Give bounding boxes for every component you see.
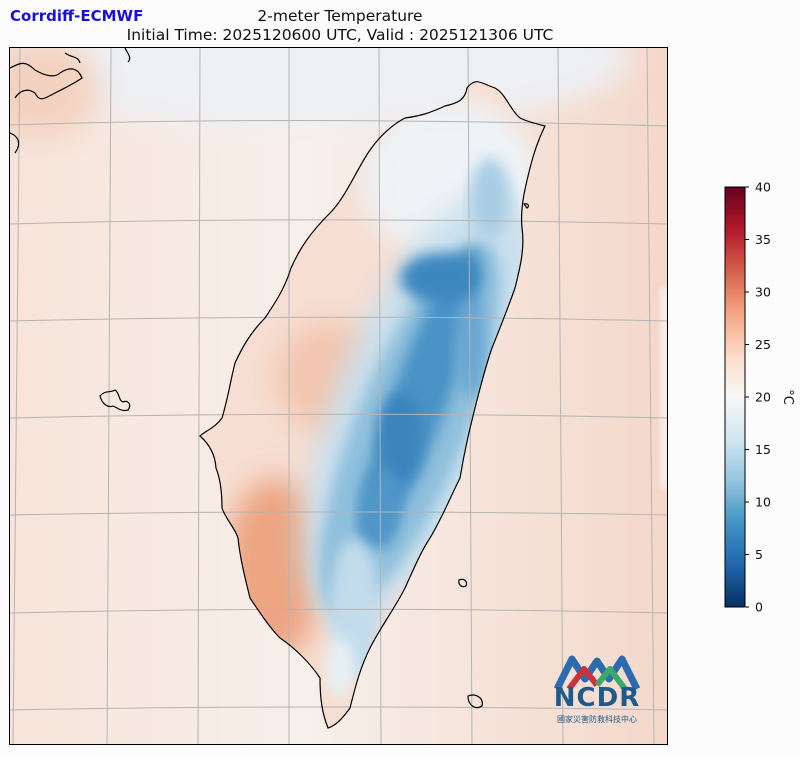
guishan-island <box>522 203 530 209</box>
ncdr-logo-text: NCDR <box>553 683 641 713</box>
colorbar-ticks: 0 5 10 15 20 25 30 35 40 <box>745 180 771 615</box>
colorbar-unit-label: °C <box>780 389 795 405</box>
colorbar-tick-label: 10 <box>755 495 771 510</box>
east-edge-pale-strip <box>660 288 667 488</box>
penghu-islands <box>99 389 131 412</box>
colorbar-tick-label: 0 <box>755 600 763 615</box>
ncdr-logo-subtext: 國家災害防救科技中心 <box>557 715 637 724</box>
gridlines <box>10 48 667 744</box>
coastlines <box>10 48 546 729</box>
colorbar-tick-label: 20 <box>755 390 771 405</box>
colorbar-tick-label: 5 <box>755 547 763 562</box>
colorbar-tick-label: 25 <box>755 337 771 352</box>
colorbar-tick-label: 30 <box>755 285 771 300</box>
green-island <box>458 578 468 588</box>
map-subtitle: Initial Time: 2025120600 UTC, Valid : 20… <box>126 26 554 44</box>
orchid-island <box>467 694 483 709</box>
temperature-colorbar: 0 5 10 15 20 25 30 35 40 °C <box>724 180 795 615</box>
colorbar-tick-label: 40 <box>755 180 771 195</box>
colorbar-tick-label: 35 <box>755 232 771 247</box>
colorbar-body <box>724 186 746 608</box>
map-frame: NCDR 國家災害防救科技中心 <box>9 47 668 745</box>
title-block: 2-meter Temperature Initial Time: 202512… <box>100 7 580 45</box>
china-coastline <box>10 48 131 154</box>
ncdr-logo: NCDR 國家災害防救科技中心 <box>547 651 647 731</box>
model-label: Corrdiff-ECMWF <box>10 7 144 25</box>
map-title: 2-meter Temperature <box>257 7 423 25</box>
taiwan-coastline <box>199 81 546 729</box>
ncdr-logo-mark <box>553 655 641 691</box>
temperature-map <box>10 48 667 744</box>
colorbar-tick-label: 15 <box>755 442 771 457</box>
